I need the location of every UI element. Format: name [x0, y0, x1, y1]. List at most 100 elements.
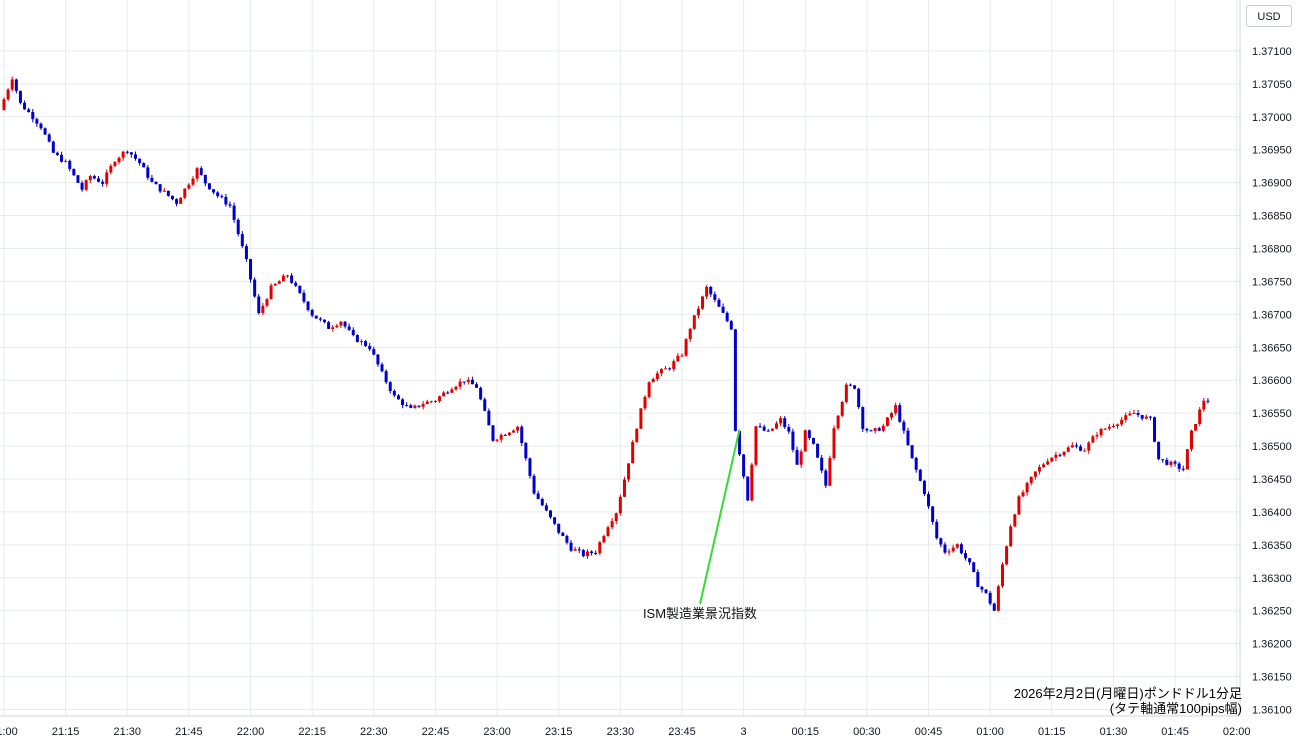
- candle-body: [310, 309, 314, 316]
- candle-body: [512, 430, 516, 433]
- candle-body: [129, 152, 133, 155]
- candle-body: [335, 325, 339, 328]
- candle-body: [228, 204, 232, 206]
- x-tick-label: 02:00: [1223, 726, 1251, 738]
- candle-body: [1124, 415, 1128, 420]
- candle-body: [1202, 400, 1206, 410]
- candle-body: [64, 160, 68, 162]
- candle-body: [1025, 483, 1029, 493]
- candle-body: [495, 439, 499, 441]
- candle-body: [536, 493, 540, 499]
- candle-body: [602, 536, 606, 543]
- candle-body: [816, 443, 820, 458]
- candle-body: [692, 315, 696, 329]
- candle-body: [869, 430, 873, 432]
- candle-body: [976, 571, 980, 587]
- grid: [0, 0, 1241, 717]
- candle-body: [475, 384, 479, 388]
- caption-scale-line: (タテ軸通常100pips幅): [1109, 701, 1242, 716]
- candle-body: [388, 382, 392, 391]
- candle-body: [787, 427, 791, 432]
- candle-body: [133, 154, 137, 159]
- candle-body: [318, 318, 322, 320]
- annotation-line: [699, 429, 741, 605]
- candle-body: [1079, 446, 1083, 451]
- candle-body: [244, 246, 248, 260]
- candle-body: [964, 553, 968, 559]
- candle-body: [10, 79, 14, 90]
- candle-body: [1042, 464, 1046, 468]
- candle-body: [1054, 454, 1058, 458]
- candle-body: [1091, 436, 1095, 443]
- y-tick-label: 1.36100: [1252, 705, 1292, 717]
- candle-body: [1033, 471, 1037, 477]
- candle-body: [820, 457, 824, 471]
- candle-body: [298, 285, 302, 293]
- candle-body: [836, 415, 840, 429]
- y-tick-label: 1.36500: [1252, 441, 1292, 453]
- candle-body: [76, 175, 80, 183]
- candle-body: [1087, 442, 1091, 451]
- x-tick-label: 21:30: [114, 726, 142, 738]
- y-tick-label: 1.36600: [1252, 375, 1292, 387]
- x-tick-label: 00:15: [791, 726, 819, 738]
- candle-body: [590, 551, 594, 553]
- candle-body: [1190, 430, 1194, 450]
- candle-body: [384, 371, 388, 383]
- candle-body: [261, 305, 265, 314]
- candle-body: [668, 368, 672, 370]
- candle-body: [557, 523, 561, 533]
- x-tick-label: 22:45: [422, 726, 450, 738]
- chart-caption: 2026年2月2日(月曜日)ポンドドル1分足 (タテ軸通常100pips幅): [1014, 686, 1242, 716]
- candle-body: [783, 418, 787, 428]
- candle-body: [1037, 467, 1041, 472]
- x-tick-label: 21:00: [0, 726, 18, 738]
- candle-body: [1083, 450, 1087, 452]
- candle-body: [72, 168, 76, 176]
- candle-body: [203, 174, 207, 184]
- candle-body: [18, 90, 22, 103]
- candle-body: [199, 168, 203, 175]
- candle-body: [585, 551, 589, 557]
- candle-body: [1066, 447, 1070, 452]
- x-tick-label: 01:45: [1161, 726, 1189, 738]
- currency-button[interactable]: USD: [1246, 5, 1292, 27]
- candle-body: [709, 286, 713, 295]
- candle-body: [664, 368, 668, 370]
- x-tick-label: 22:30: [360, 726, 388, 738]
- candle-body: [306, 301, 310, 310]
- candle-body: [60, 154, 64, 162]
- candle-body: [331, 327, 335, 329]
- candle-body: [355, 335, 359, 343]
- candle-body: [951, 547, 955, 552]
- candle-body: [729, 321, 733, 330]
- candle-body: [906, 430, 910, 446]
- candle-body: [1128, 413, 1132, 416]
- y-tick-label: 1.36750: [1252, 276, 1292, 288]
- x-tick-label: 22:15: [298, 726, 326, 738]
- candle-body: [955, 544, 959, 548]
- candle-body: [240, 234, 244, 247]
- candle-body: [935, 521, 939, 539]
- candle-body: [528, 458, 532, 476]
- candle-body: [717, 299, 721, 307]
- candle-body: [232, 205, 236, 220]
- x-tick-label: 23:45: [668, 726, 696, 738]
- candle-body: [1000, 564, 1004, 587]
- candle-body: [750, 464, 754, 501]
- candle-body: [392, 390, 396, 396]
- candle-body: [433, 400, 437, 402]
- candle-body: [561, 532, 565, 536]
- candle-body: [462, 381, 466, 383]
- candle-body: [142, 163, 146, 168]
- candle-body: [438, 396, 442, 401]
- x-tick-label: 00:30: [853, 726, 881, 738]
- candle-body: [902, 421, 906, 431]
- y-tick-label: 1.36650: [1252, 342, 1292, 354]
- candle-body: [1013, 514, 1017, 527]
- candle-body: [323, 319, 327, 323]
- candle-body: [972, 562, 976, 572]
- candle-body: [865, 428, 869, 431]
- candle-body: [1181, 468, 1185, 470]
